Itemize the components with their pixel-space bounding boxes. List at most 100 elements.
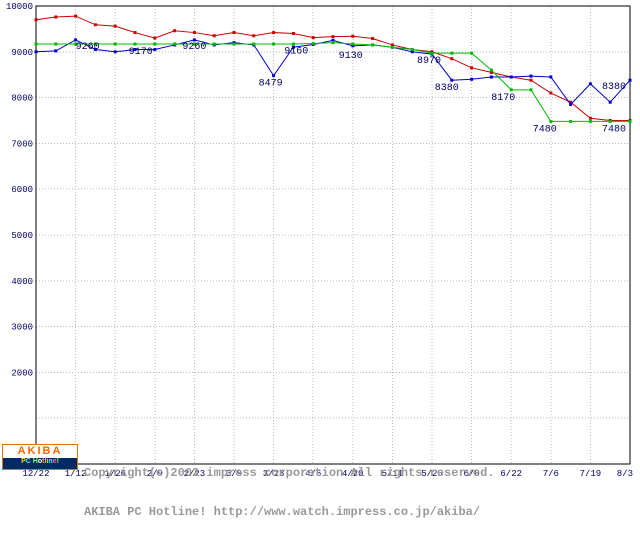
y-tick-label: 2000 (11, 368, 33, 378)
series-blue-marker (529, 74, 533, 78)
point-value-label: 9260 (76, 42, 100, 53)
series-green-marker (232, 42, 236, 46)
series-red-marker (54, 15, 58, 19)
x-tick-label: 6/22 (500, 469, 522, 479)
series-green-marker (291, 42, 295, 46)
series-green-marker (311, 42, 315, 46)
series-red-marker (390, 43, 394, 47)
series-red-marker (450, 57, 454, 61)
point-value-label: 8170 (491, 93, 515, 104)
series-red-marker (113, 24, 117, 28)
x-tick-label: 2/23 (184, 469, 206, 479)
x-tick-label: 4/20 (342, 469, 364, 479)
series-blue-marker (54, 49, 58, 53)
series-red-marker (74, 14, 78, 18)
series-green-marker (628, 119, 632, 123)
akiba-logo-subtitle: PC Hotline! (3, 458, 77, 469)
point-value-label: 8380 (435, 83, 459, 94)
series-blue-line (35, 39, 631, 106)
series-red-marker (351, 34, 355, 38)
series-red-marker (311, 36, 315, 40)
series-blue-marker (113, 50, 117, 54)
series-green-marker (470, 51, 474, 55)
x-tick-label: 1/26 (104, 469, 126, 479)
x-tick-label: 5/11 (382, 469, 404, 479)
series-red-marker (371, 37, 375, 41)
chart-canvas: 12/22 1/12 1/26 2/9 2/23 3/9 3/23 4/6 4/20 5/11 5/… (6, 2, 633, 479)
series-green-marker (489, 68, 493, 72)
series-green-marker (74, 42, 78, 46)
x-tick-label: 6/8 (463, 469, 479, 479)
series-blue-marker (272, 74, 276, 78)
series-green-marker (113, 42, 117, 46)
series-green-marker (272, 42, 276, 46)
series-green-marker (608, 119, 612, 123)
logo-subtitle-letter: t (42, 458, 45, 465)
series-green-marker (371, 43, 375, 47)
price-trend-chart-screen: 12/22 1/12 1/26 2/9 2/23 3/9 3/23 4/6 4/20 5/11 5/… (2, 2, 633, 519)
series-blue-marker (588, 82, 592, 86)
series-green-marker (34, 42, 38, 46)
y-tick-label: 3000 (11, 323, 33, 333)
series-red-marker (272, 31, 276, 35)
logo-subtitle-letter: e (52, 458, 57, 465)
series-blue-marker (192, 38, 196, 42)
series-blue-marker (569, 102, 573, 106)
logo-subtitle-letter: H (32, 458, 38, 465)
series-red-marker (252, 34, 256, 38)
point-value-label: 9130 (339, 51, 363, 62)
series-blue-marker (351, 44, 355, 48)
series-blue-marker (410, 50, 414, 54)
series-blue-marker (133, 48, 137, 52)
series-green-marker (351, 42, 355, 46)
point-value-label: 9160 (284, 46, 308, 57)
x-tick-label: 3/23 (263, 469, 285, 479)
series-green-marker (212, 42, 216, 46)
series-red-marker (588, 116, 592, 120)
x-tick-label: 1/12 (65, 469, 87, 479)
series-red-marker (133, 31, 137, 35)
logo-subtitle-letter: ! (56, 458, 59, 465)
series-green-marker (529, 88, 533, 92)
series-red-marker (232, 31, 236, 35)
point-value-label: 7480 (602, 124, 626, 135)
series-green-marker (410, 48, 414, 52)
series-blue-marker (509, 75, 513, 79)
point-value-label: 8970 (417, 56, 441, 67)
x-tick-label: 5/25 (421, 469, 443, 479)
copyright-line2: AKIBA PC Hotline! http://www.watch.impre… (84, 505, 481, 519)
series-green-marker (133, 42, 137, 46)
series-green-marker (588, 119, 592, 123)
series-blue-marker (608, 100, 612, 104)
series-green-marker (192, 42, 196, 46)
x-tick-label: 4/6 (305, 469, 321, 479)
x-tick-label: 7/6 (543, 469, 559, 479)
plot-border (35, 5, 631, 465)
series-blue-marker (291, 45, 295, 49)
point-value-label: 8479 (259, 79, 283, 90)
logo-subtitle-letter: C (25, 458, 31, 465)
point-value-label: 8380 (602, 82, 626, 93)
y-tick-label: 10000 (6, 2, 33, 12)
x-tick-label: 2/9 (147, 469, 163, 479)
series-green-marker (54, 42, 58, 46)
logo-subtitle-letter: o (37, 458, 43, 465)
series-red-marker (549, 91, 553, 95)
series-blue-marker (153, 48, 157, 52)
series-green-marker (93, 42, 97, 46)
y-tick-label: 6000 (11, 185, 33, 195)
copyright-line1: Copyright(c)2002 impress corporation All… (84, 466, 495, 480)
series-red-marker (331, 35, 335, 39)
series-blue-marker (470, 77, 474, 81)
series-green-marker (450, 51, 454, 55)
series-red-marker (192, 31, 196, 35)
x-tick-label: 12/22 (22, 469, 49, 479)
y-tick-label: 4000 (11, 277, 33, 287)
x-tick-label: 3/9 (226, 469, 242, 479)
series-green-marker (549, 119, 553, 123)
series-red-marker (153, 36, 157, 40)
series-blue-marker (549, 75, 553, 79)
series-green-marker (331, 41, 335, 45)
series-blue-marker (450, 78, 454, 82)
series-green-marker (173, 42, 177, 46)
